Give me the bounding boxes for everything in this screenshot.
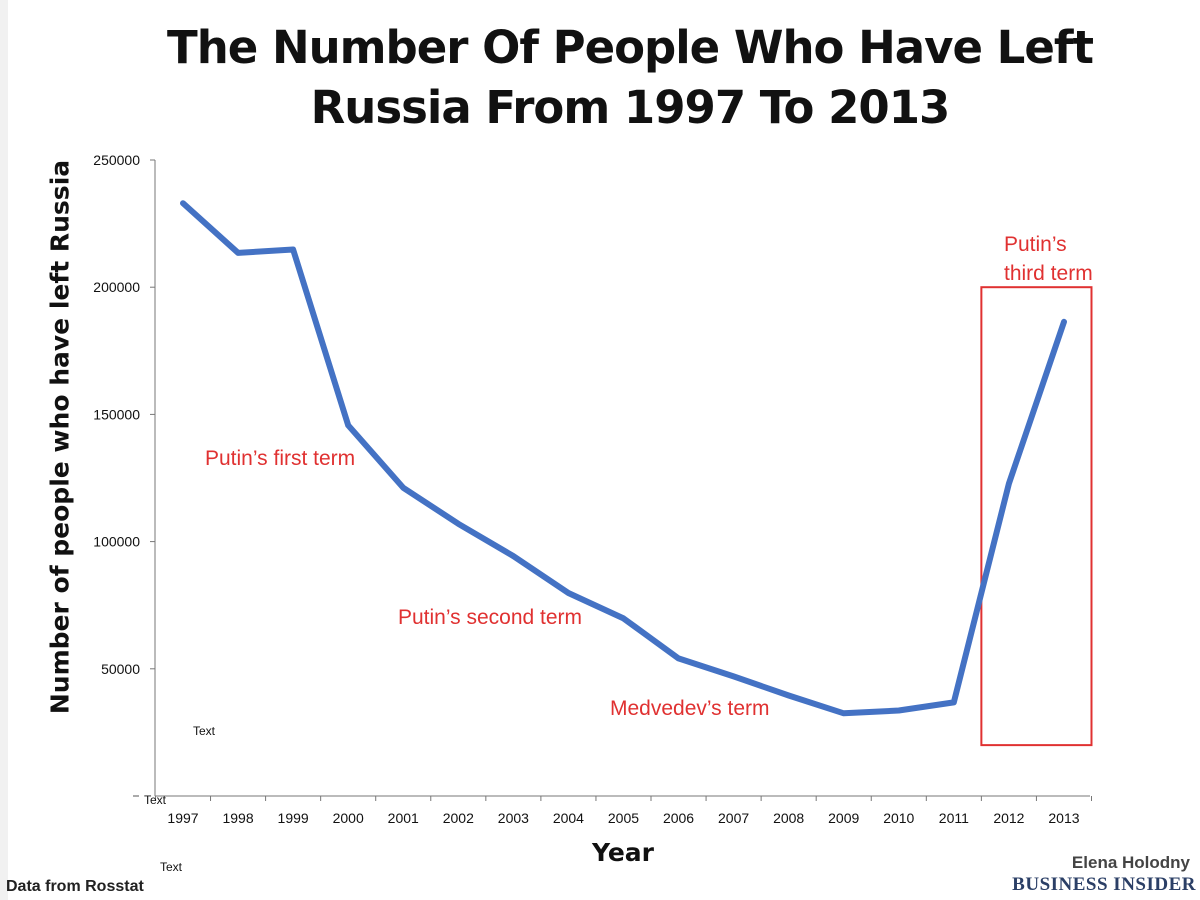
x-tick-label: 2004: [553, 810, 584, 826]
third-term-highlight-box: [980, 286, 1093, 747]
x-tick-label: 2001: [388, 810, 419, 826]
brand-logo-text: BUSINESS INSIDER: [1012, 874, 1196, 895]
data-point: [841, 710, 847, 716]
chart-title-line-1: The Number Of People Who Have Left: [167, 21, 1094, 74]
author-credit: Elena Holodny: [1071, 853, 1190, 872]
x-tick-label: 2005: [608, 810, 639, 826]
x-tick-label: 2003: [498, 810, 529, 826]
x-tick-label: 2008: [773, 810, 804, 826]
x-tick-label: 2002: [443, 810, 474, 826]
page-edge: [0, 0, 8, 900]
placeholder-text-3: Text: [160, 860, 183, 874]
series-layer: [180, 200, 1067, 717]
data-point: [510, 553, 516, 559]
data-point: [676, 655, 682, 661]
data-point: [731, 673, 737, 679]
annotation-third-term-line-1: Putin’s: [1004, 233, 1067, 256]
x-tick-label: 1998: [222, 810, 253, 826]
placeholder-text-1: Text: [193, 724, 216, 738]
chart-title: The Number Of People Who Have Left Russi…: [0, 18, 1200, 138]
y-axis-ticks: 250000 200000 150000 100000 50000: [93, 152, 155, 677]
data-point: [290, 247, 296, 253]
annotation-third-term-line-2: third term: [1004, 262, 1093, 285]
x-tick-label: 2007: [718, 810, 749, 826]
data-point: [180, 200, 186, 206]
data-point: [786, 693, 792, 699]
data-point: [400, 485, 406, 491]
data-point: [565, 590, 571, 596]
annotation-second-term: Putin’s second term: [398, 606, 583, 629]
data-point: [896, 708, 902, 714]
x-tick-label: 2011: [939, 810, 969, 826]
data-point: [1061, 319, 1067, 325]
chart-title-line-2: Russia From 1997 To 2013: [310, 81, 951, 134]
placeholder-text-2: Text: [144, 793, 167, 807]
data-point: [235, 250, 241, 256]
x-tick-label: 1997: [167, 810, 198, 826]
x-tick-label: 2000: [333, 810, 364, 826]
y-tick-label: 200000: [93, 279, 140, 295]
x-tick-label: 2006: [663, 810, 694, 826]
chart-axes: [133, 160, 1090, 797]
source-note: Data from Rosstat: [6, 878, 144, 895]
x-axis-ticks: 1997 1998 1999 2000 2001 2002 2003 2004 2005 2006…: [154, 796, 1092, 826]
annotation-third-term: Putin’s third term: [1004, 230, 1093, 288]
data-point: [455, 521, 461, 527]
x-tick-label: 2012: [993, 810, 1024, 826]
x-axis-label: Year: [592, 838, 654, 867]
x-tick-label: 2010: [883, 810, 914, 826]
annotation-medvedev-term: Medvedev’s term: [610, 697, 770, 720]
x-tick-label: 1999: [278, 810, 309, 826]
y-tick-label: 100000: [93, 534, 140, 550]
x-tick-label: 2013: [1048, 810, 1079, 826]
data-point: [951, 699, 957, 705]
data-point: [620, 615, 626, 621]
data-point: [345, 422, 351, 428]
data-point: [1006, 481, 1012, 487]
y-tick-label: 250000: [93, 152, 140, 168]
annotation-first-term: Putin’s first term: [205, 447, 356, 470]
y-tick-label: 50000: [101, 661, 140, 677]
y-tick-label: 150000: [93, 406, 140, 422]
x-tick-label: 2009: [828, 810, 859, 826]
